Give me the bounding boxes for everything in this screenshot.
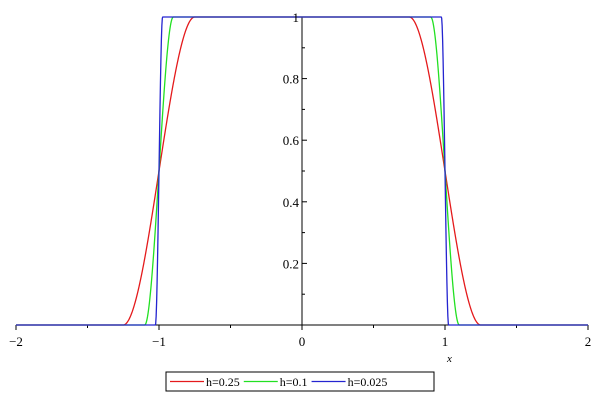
legend-label: h=0.25 [206,375,240,389]
legend-label: h=0.1 [280,375,308,389]
x-tick-label: 0 [299,334,306,349]
tick-labels: −2 −1 0 1 2 0.2 0.4 0.6 0.8 1 [9,10,591,349]
x-tick-label: −1 [152,334,166,349]
legend: h=0.25 h=0.1 h=0.025 [165,371,435,392]
y-tick-label: 0.8 [283,72,299,87]
series-line-h-0-025 [16,16,588,326]
axes [15,16,589,330]
y-tick-label: 1 [293,10,300,25]
legend-label: h=0.025 [348,375,388,389]
y-tick-label: 0.2 [283,256,299,271]
x-axis-label: x [446,353,452,365]
legend-box [165,371,435,392]
y-tick-label: 0.6 [283,133,300,148]
x-tick-label: 2 [585,334,592,349]
x-tick-label: −2 [9,334,23,349]
y-tick-label: 0.4 [283,195,300,210]
series-layer [16,16,588,326]
x-tick-label: 1 [442,334,449,349]
